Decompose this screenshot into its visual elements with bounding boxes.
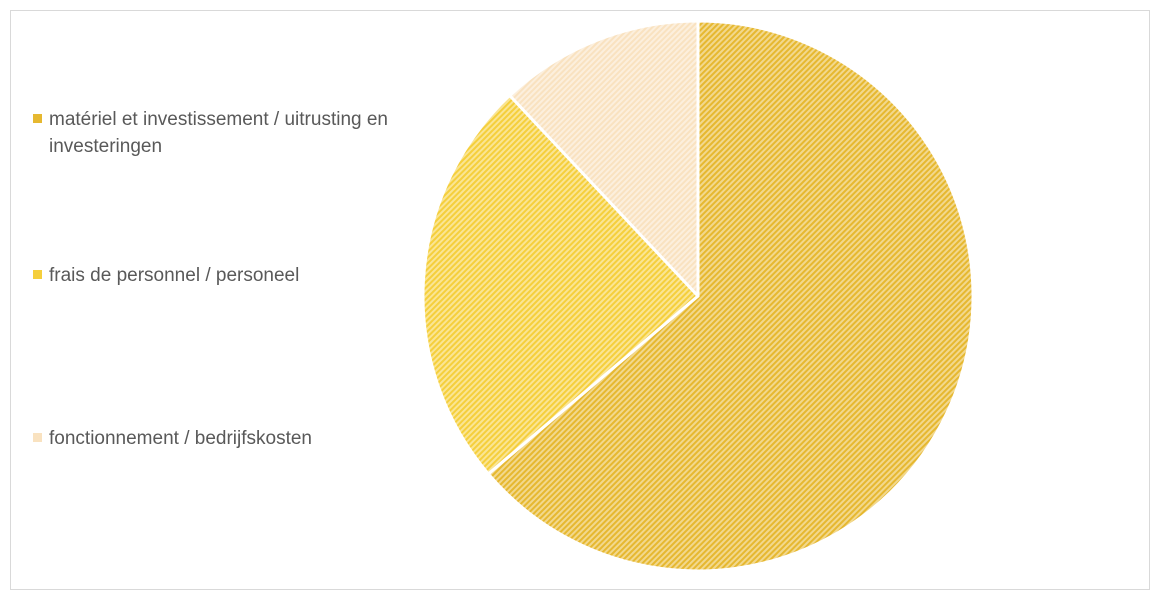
legend-item-personnel: frais de personnel / personeel (33, 262, 463, 289)
legend-item-materiel: matériel et investissement / uitrusting … (33, 106, 463, 160)
pie-slice-fonctionnement (508, 19, 700, 298)
legend-label-materiel: matériel et investissement / uitrusting … (49, 109, 388, 157)
legend-item-fonctionnement: fonctionnement / bedrijfskosten (33, 425, 463, 452)
pie-chart (421, 19, 975, 573)
legend-swatch-materiel (33, 114, 42, 123)
legend: matériel et investissement / uitrusting … (33, 11, 473, 591)
chart-area: matériel et investissement / uitrusting … (10, 10, 1150, 590)
pie-slice-materiel (486, 19, 975, 573)
legend-label-fonctionnement: fonctionnement / bedrijfskosten (49, 428, 312, 449)
pie-slice-personnel (421, 94, 700, 476)
legend-swatch-personnel (33, 270, 42, 279)
legend-label-personnel: frais de personnel / personeel (49, 265, 300, 286)
legend-swatch-fonctionnement (33, 433, 42, 442)
